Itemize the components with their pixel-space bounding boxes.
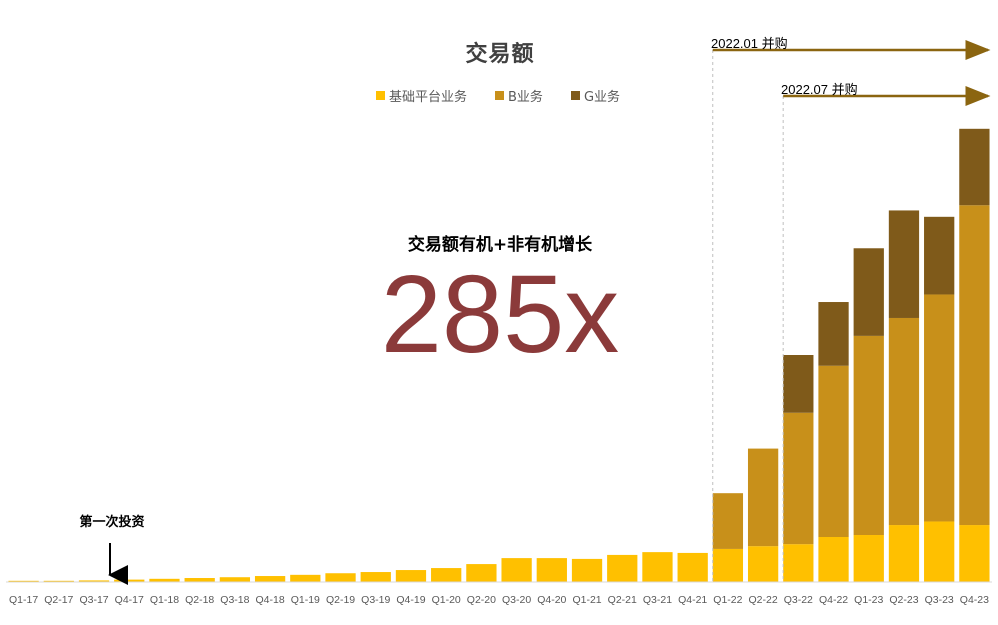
bar-q3-22-series-0: [783, 544, 814, 582]
bar-q2-18-series-0: [184, 578, 215, 582]
legend-item-g: G业务: [570, 86, 621, 105]
x-tick-label: Q3-20: [502, 594, 531, 606]
x-tick-label: Q2-19: [326, 594, 355, 606]
x-tick-label: Q2-17: [44, 594, 73, 606]
x-tick-label: Q3-23: [925, 594, 954, 606]
bar-q1-18-series-0: [149, 578, 180, 582]
bar-q1-20-series-0: [431, 568, 462, 582]
x-tick-label: Q1-23: [854, 594, 883, 606]
bar-q4-22-series-0: [818, 537, 849, 582]
chart-title: 交易额: [465, 42, 535, 67]
x-tick-label: Q1-21: [572, 594, 601, 606]
x-tick-label: Q2-21: [608, 594, 637, 606]
bar-q4-23-series-1: [959, 205, 990, 526]
x-tick-label: Q1-22: [713, 594, 742, 606]
x-tick-label: Q3-22: [784, 594, 813, 606]
bar-q1-23-series-1: [853, 335, 884, 535]
bar-q4-22-series-2: [818, 302, 849, 366]
bar-q4-20-series-0: [536, 558, 567, 582]
x-tick-label: Q4-17: [115, 594, 144, 606]
bar-q2-23-series-1: [888, 317, 920, 526]
bar-q4-22-series-1: [818, 365, 849, 537]
acquisition-label-2022-01: 2022.01 并购: [711, 36, 788, 51]
bar-q2-23-series-0: [888, 525, 920, 582]
bar-q3-23-series-1: [924, 294, 955, 522]
bar-q3-17-series-0: [78, 580, 110, 582]
x-tick-label: Q1-17: [9, 594, 38, 606]
legend-label-base: 基础平台业务: [389, 90, 468, 105]
legend-item-b: B业务: [495, 86, 543, 105]
bar-q4-18-series-0: [254, 576, 286, 582]
bar-q2-20-series-0: [466, 564, 497, 582]
bar-q4-23-series-2: [959, 128, 990, 206]
x-tick-label: Q1-19: [291, 594, 320, 606]
bar-q3-22-series-1: [783, 412, 814, 545]
legend-swatch-b: [495, 91, 505, 100]
legend-label-b: B业务: [508, 90, 543, 105]
bar-q3-23-series-0: [924, 521, 955, 582]
bar-q3-22-series-2: [783, 355, 814, 413]
x-tick-label: Q2-18: [185, 594, 214, 606]
bar-q2-17-series-0: [43, 580, 74, 582]
x-tick-label: Q1-20: [432, 594, 461, 606]
bar-q2-22-series-1: [747, 448, 779, 547]
x-tick-label: Q1-18: [150, 594, 179, 606]
first-investment-label: 第一次投资: [79, 515, 145, 530]
x-tick-label: Q3-21: [643, 594, 672, 606]
x-tick-label: Q2-20: [467, 594, 496, 606]
x-tick-label: Q4-19: [396, 594, 425, 606]
bar-q1-23-series-2: [853, 248, 884, 336]
bar-q1-21-series-0: [571, 558, 603, 582]
bar-q3-21-series-0: [642, 552, 673, 582]
x-tick-label: Q3-19: [361, 594, 390, 606]
bar-q2-22-series-0: [747, 546, 779, 582]
bar-q3-23-series-2: [924, 216, 955, 295]
x-tick-label: Q3-17: [79, 594, 108, 606]
bar-q3-20-series-0: [501, 558, 532, 582]
bar-q3-19-series-0: [360, 572, 391, 582]
bar-q1-22-series-0: [712, 548, 744, 582]
bar-q4-23-series-0: [959, 525, 990, 582]
growth-multiple: 285x: [380, 253, 620, 376]
x-tick-label: Q4-23: [960, 594, 989, 606]
x-tick-label: Q4-20: [537, 594, 566, 606]
bar-q1-19-series-0: [290, 574, 321, 582]
bars-layer: [8, 128, 990, 582]
bar-q1-17-series-0: [8, 580, 39, 582]
bar-q2-21-series-0: [607, 554, 638, 582]
acquisition-label-2022-07: 2022.07 并购: [781, 82, 858, 97]
x-tick-label: Q4-18: [256, 594, 285, 606]
x-tick-label: Q2-22: [749, 594, 778, 606]
annotation-layer: [108, 40, 991, 585]
legend-swatch-base: [376, 91, 385, 100]
x-tick-label: Q4-22: [819, 594, 848, 606]
x-axis-labels: Q1-17 Q2-17 Q3-17 Q4-17 Q1-18 Q2-18 Q3-18 Q4-18…: [9, 594, 989, 606]
bar-q2-19-series-0: [325, 573, 356, 582]
legend: 基础平台业务 B业务 G业务: [376, 86, 648, 105]
legend-item-base: 基础平台业务: [376, 86, 467, 105]
x-tick-label: Q3-18: [220, 594, 249, 606]
bar-q4-17-series-0: [114, 579, 145, 582]
legend-swatch-g: [570, 91, 580, 100]
bar-q3-18-series-0: [219, 577, 251, 582]
growth-subtitle: 交易额有机+非有机增长: [407, 235, 593, 255]
x-tick-label: Q4-21: [678, 594, 707, 606]
bar-q4-19-series-0: [395, 570, 427, 582]
x-tick-label: Q2-23: [889, 594, 918, 606]
bar-q1-22-series-1: [712, 493, 744, 549]
legend-label-g: G业务: [583, 90, 621, 105]
bar-q2-23-series-2: [888, 210, 920, 318]
bar-q4-21-series-0: [677, 552, 708, 582]
bar-q1-23-series-0: [853, 535, 884, 582]
